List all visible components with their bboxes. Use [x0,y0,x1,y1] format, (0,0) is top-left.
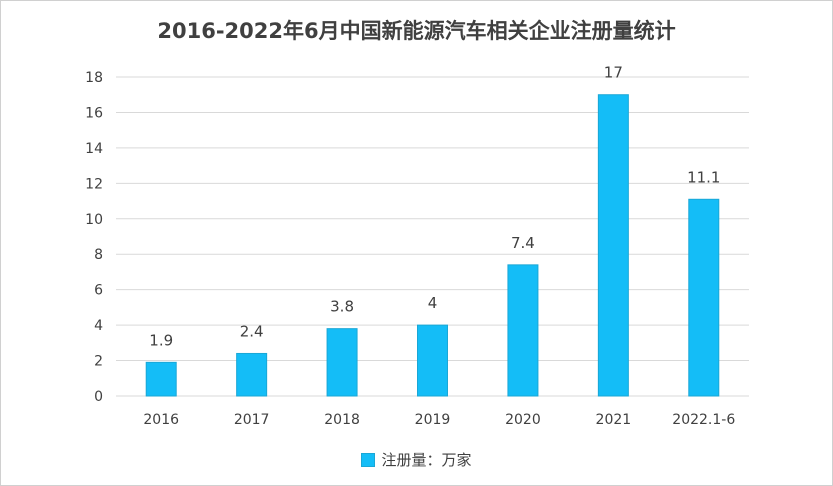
y-tick-label: 16 [85,105,103,121]
data-label: 4 [428,294,438,312]
data-label: 2.4 [240,322,264,340]
data-label: 17 [604,64,623,82]
x-tick-label: 2016 [143,412,179,428]
x-tick-label: 2022.1-6 [672,412,735,428]
x-axis-ticks: 2016 2017 2018 2019 2020 2021 2022.1-6 [143,412,735,428]
y-tick-label: 12 [85,176,103,192]
data-label: 1.9 [149,331,173,349]
y-tick-label: 6 [94,283,103,299]
bar [145,361,177,397]
x-tick-label: 2020 [505,412,541,428]
bar [236,352,268,397]
y-tick-label: 0 [94,389,103,405]
chart-title: 2016-2022年6月中国新能源汽车相关企业注册量统计 [157,19,676,43]
legend-label: 注册量：万家 [381,451,472,469]
data-label: 11.1 [687,168,720,186]
data-labels: 1.9 2.4 3.8 4 7.4 17 11.1 [149,64,720,350]
bars [145,94,720,397]
y-tick-label: 10 [85,212,103,228]
bar [326,328,358,397]
y-tick-label: 14 [85,141,103,157]
x-tick-label: 2018 [324,412,360,428]
y-tick-label: 18 [85,70,103,86]
y-axis-ticks: 0 2 4 6 8 10 12 14 16 18 [85,70,103,405]
bar [507,264,539,397]
bar [417,324,448,397]
y-tick-label: 4 [94,318,103,334]
legend-swatch [361,452,376,467]
data-label: 3.8 [330,298,354,316]
legend: 注册量：万家 [1,449,832,470]
x-tick-label: 2019 [415,412,451,428]
x-tick-label: 2017 [234,412,270,428]
y-tick-label: 2 [94,354,103,370]
x-tick-label: 2021 [596,412,632,428]
y-tick-label: 8 [94,247,103,263]
bar [597,94,629,397]
data-label: 7.4 [511,234,535,252]
bar [688,198,720,397]
